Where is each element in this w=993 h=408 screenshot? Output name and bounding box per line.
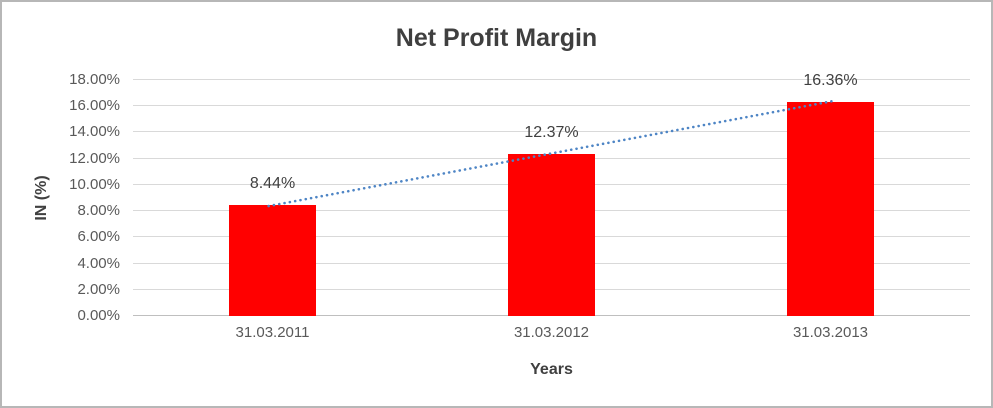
- y-tick-label: 10.00%: [69, 175, 120, 193]
- x-tick-label: 31.03.2013: [792, 324, 869, 341]
- y-tick-label: 8.00%: [77, 202, 120, 220]
- y-tick-label: 4.00%: [77, 254, 120, 272]
- data-label: 12.37%: [524, 123, 579, 141]
- y-tick-label: 12.00%: [69, 149, 120, 167]
- chart-title: Net Profit Margin: [395, 24, 598, 52]
- x-tick-label: 31.03.2011: [235, 324, 310, 341]
- data-label: 8.44%: [249, 175, 296, 193]
- gridline: [133, 79, 970, 80]
- y-tick-label: 0.00%: [77, 307, 120, 324]
- y-tick-label: 14.00%: [69, 123, 120, 141]
- y-tick-label: 2.00%: [77, 280, 120, 298]
- bar-31.03.2013: [787, 101, 874, 316]
- x-tick-label: 31.03.2012: [513, 324, 590, 341]
- bar-31.03.2012: [508, 153, 595, 316]
- data-label: 16.36%: [803, 71, 858, 89]
- plot-area: 0.00% 2.00% 4.00% 6.00% 8.00% 10.00% 12.00% 14.…: [69, 71, 970, 341]
- y-tick-label: 16.00%: [69, 97, 120, 115]
- y-tick-label: 6.00%: [77, 228, 120, 246]
- x-axis-title: Years: [530, 361, 573, 378]
- y-tick-label: 18.00%: [69, 71, 120, 88]
- bar-31.03.2011: [229, 205, 316, 316]
